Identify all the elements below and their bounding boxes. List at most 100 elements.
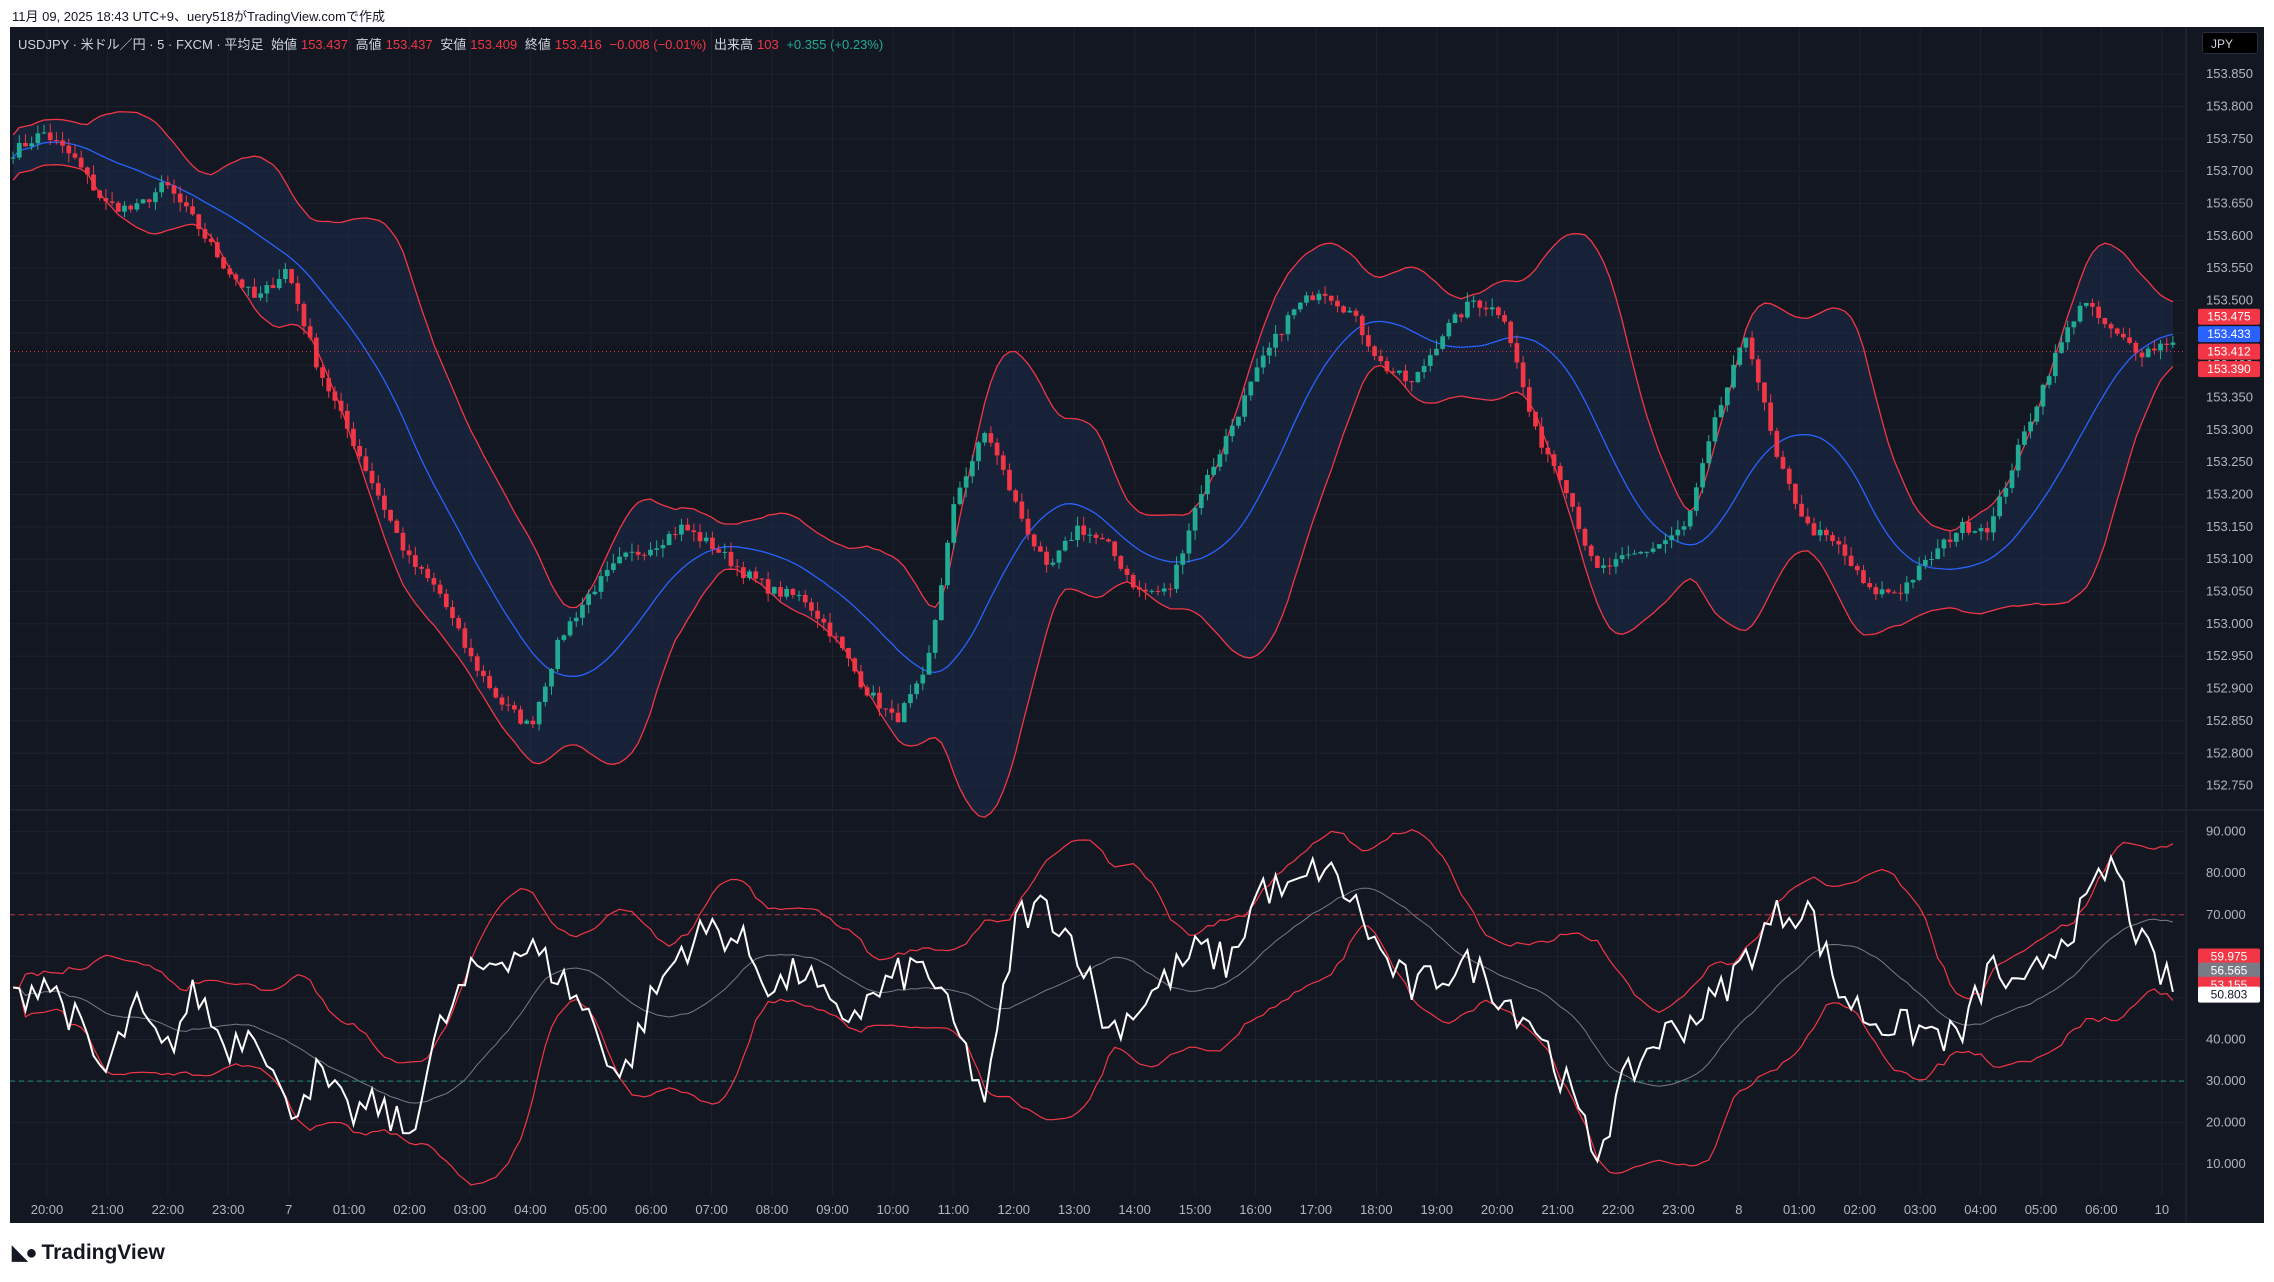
- time-tick-label: 12:00: [998, 1202, 1031, 1217]
- candle-body: [1322, 293, 1328, 296]
- time-tick-label: 14:00: [1118, 1202, 1151, 1217]
- candle-body: [326, 377, 332, 392]
- legend-open-value: 153.437: [300, 37, 348, 52]
- candle-body: [1025, 518, 1031, 535]
- candle-body: [481, 670, 486, 677]
- time-tick-label: 23:00: [1662, 1202, 1695, 1217]
- candle-body: [2077, 305, 2083, 322]
- candle-body: [747, 571, 752, 579]
- price-tick-label: 153.100: [2206, 551, 2253, 566]
- time-tick-label: 8: [1735, 1202, 1742, 1217]
- time-tick-label: 11:00: [938, 1202, 970, 1217]
- rsi-tick-label: 80.000: [2206, 865, 2246, 880]
- candle-body: [431, 578, 437, 585]
- candle-body: [518, 709, 523, 724]
- candle-body: [1793, 483, 1798, 504]
- candle-body: [2114, 328, 2120, 334]
- candle-body: [914, 683, 919, 695]
- time-tick-label: 16:00: [1239, 1202, 1272, 1217]
- candle-body: [1192, 507, 1198, 531]
- candle-body: [1341, 306, 1346, 313]
- candle-body: [1007, 469, 1012, 491]
- candle-body: [1124, 568, 1130, 575]
- candle-body: [809, 602, 814, 611]
- legend-high-label: 高値: [355, 37, 382, 52]
- rsi-axis-tag: [2198, 948, 2260, 965]
- candle-body: [419, 566, 424, 569]
- candle-body: [542, 686, 548, 703]
- candle-body: [2083, 302, 2089, 306]
- candle-body: [815, 610, 820, 619]
- candle-body: [1000, 455, 1006, 470]
- candle-body: [2121, 333, 2126, 338]
- candle-body: [2034, 406, 2040, 422]
- candle-body: [1328, 295, 1334, 301]
- candle-body: [146, 199, 152, 203]
- candle-body: [1731, 364, 1736, 388]
- candle-body: [580, 604, 585, 618]
- time-tick-label: 10:00: [877, 1202, 910, 1217]
- candle-body: [858, 671, 864, 688]
- candle-body: [1923, 559, 1928, 566]
- candle-body: [91, 174, 96, 191]
- candle-body: [1013, 490, 1018, 502]
- time-tick-label: 18:00: [1360, 1202, 1393, 1217]
- candle-body: [1885, 589, 1891, 593]
- bollinger-lower-line: [12, 164, 2174, 818]
- price-axis-tag-label: 153.412: [2207, 345, 2251, 359]
- candle-body: [1533, 411, 1538, 427]
- rsi-axis-tag: [2198, 962, 2260, 979]
- candle-body: [1780, 456, 1786, 469]
- candle-body: [784, 588, 790, 597]
- candle-body: [920, 674, 926, 684]
- bollinger-fill: [13, 111, 2173, 818]
- candle-body: [1038, 546, 1043, 552]
- candle-body: [41, 132, 47, 134]
- candle-body: [1440, 336, 1446, 349]
- candle-body: [2108, 324, 2114, 329]
- candle-body: [505, 704, 511, 706]
- candle-body: [759, 578, 765, 580]
- candle-body: [1434, 348, 1439, 356]
- candle-body: [1019, 501, 1025, 519]
- rsi-tick-label: 70.000: [2206, 907, 2246, 922]
- candle-body: [586, 594, 591, 605]
- candle-body: [177, 193, 183, 203]
- price-tick-label: 153.350: [2206, 390, 2253, 405]
- candle-body: [796, 594, 802, 596]
- rsi-axis-tag-label: 50.803: [2211, 988, 2248, 1002]
- candle-body: [1248, 381, 1254, 396]
- candle-body: [2133, 342, 2139, 353]
- candle-body: [165, 182, 171, 186]
- candle-body: [846, 647, 851, 659]
- price-tick-label: 152.900: [2206, 681, 2253, 696]
- candle-body: [1947, 539, 1953, 542]
- chart-caption: 11月 09, 2025 18:43 UTC+9、uery518がTrading…: [12, 9, 385, 24]
- legend-high-value: 153.437: [385, 37, 433, 52]
- bollinger-basis-line: [12, 141, 2174, 677]
- candle-body: [388, 509, 393, 521]
- candle-body: [1687, 510, 1693, 527]
- candle-body: [1143, 589, 1148, 592]
- time-tick-label: 7: [285, 1202, 292, 1217]
- candle-body: [1638, 551, 1644, 554]
- candle-body: [1675, 529, 1681, 536]
- candle-body: [1112, 541, 1118, 557]
- candle-body: [895, 712, 901, 723]
- candle-body: [196, 214, 202, 230]
- candle-body: [283, 269, 288, 279]
- legend-open-label: 始値: [270, 37, 297, 52]
- candle-body: [1650, 548, 1656, 552]
- candle-body: [382, 495, 387, 510]
- candle-body: [190, 206, 195, 215]
- candle-body: [753, 571, 759, 579]
- candle-body: [1718, 405, 1724, 418]
- currency-button[interactable]: JPY: [2202, 32, 2258, 54]
- candle-body: [1799, 503, 1804, 517]
- candle-body: [889, 708, 895, 713]
- candle-body: [1508, 321, 1514, 344]
- candle-body: [1062, 540, 1068, 551]
- candle-body: [2003, 488, 2009, 497]
- candle-body: [1953, 533, 1959, 542]
